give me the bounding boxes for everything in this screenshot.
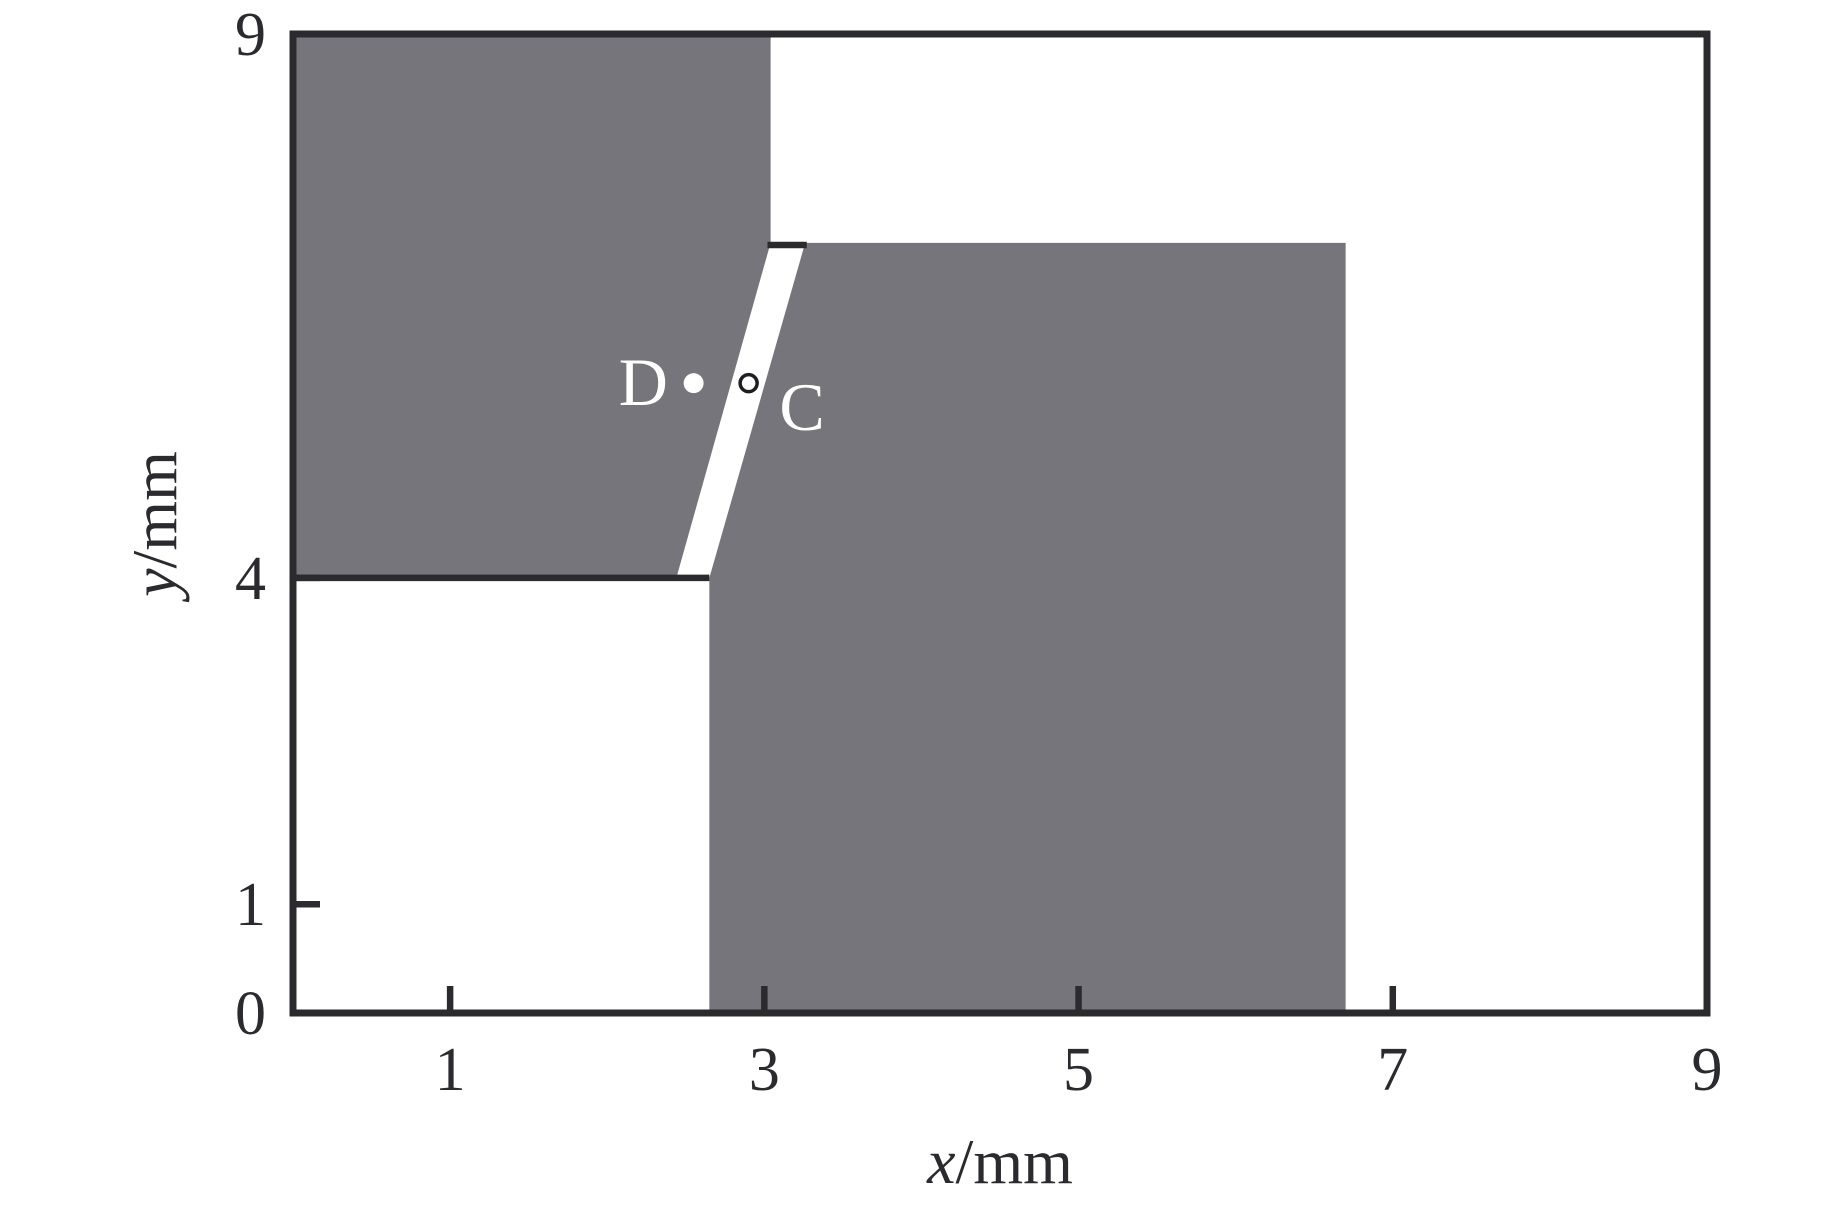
point-D-label: D [619, 344, 668, 420]
y-axis-label: y/mm [119, 451, 190, 603]
x-tick-label-3: 3 [749, 1036, 780, 1104]
x-tick-label-7: 7 [1377, 1036, 1408, 1104]
y-axis-tick-labels-layer: 0 1 4 9 [235, 1, 266, 1048]
x-axis-tick-labels-layer: 1 3 5 7 9 [435, 1036, 1723, 1104]
x-axis-label-unit: /mm [956, 1126, 1073, 1197]
grain-regions-layer [293, 34, 1346, 1013]
point-C-marker-open-circle-icon [738, 372, 759, 394]
point-C-label: C [779, 369, 824, 445]
plot-frame [289, 30, 1711, 1017]
y-axis-label-symbol: y [119, 568, 190, 603]
point-D-marker-filled-dot-icon [683, 373, 704, 394]
x-axis-label-symbol: x [926, 1126, 955, 1197]
y-tick-label-0: 0 [235, 980, 266, 1048]
region-upper-left-grain [293, 34, 771, 578]
x-tick-label-5: 5 [1063, 1036, 1094, 1104]
region-lower-right-grain [709, 242, 1346, 1013]
y-tick-label-9: 9 [235, 1, 266, 69]
y-axis-label-unit: /mm [119, 451, 190, 568]
x-axis-ticks-layer [446, 986, 1397, 1010]
y-tick-label-4: 4 [235, 545, 266, 613]
y-tick-label-1: 1 [235, 871, 266, 939]
x-tick-label-9: 9 [1692, 1036, 1723, 1104]
y-axis-ticks-layer [296, 574, 320, 908]
x-axis-label: x/mm [926, 1126, 1073, 1197]
boundary-lines-layer [293, 241, 807, 582]
x-tick-label-1: 1 [435, 1036, 466, 1104]
